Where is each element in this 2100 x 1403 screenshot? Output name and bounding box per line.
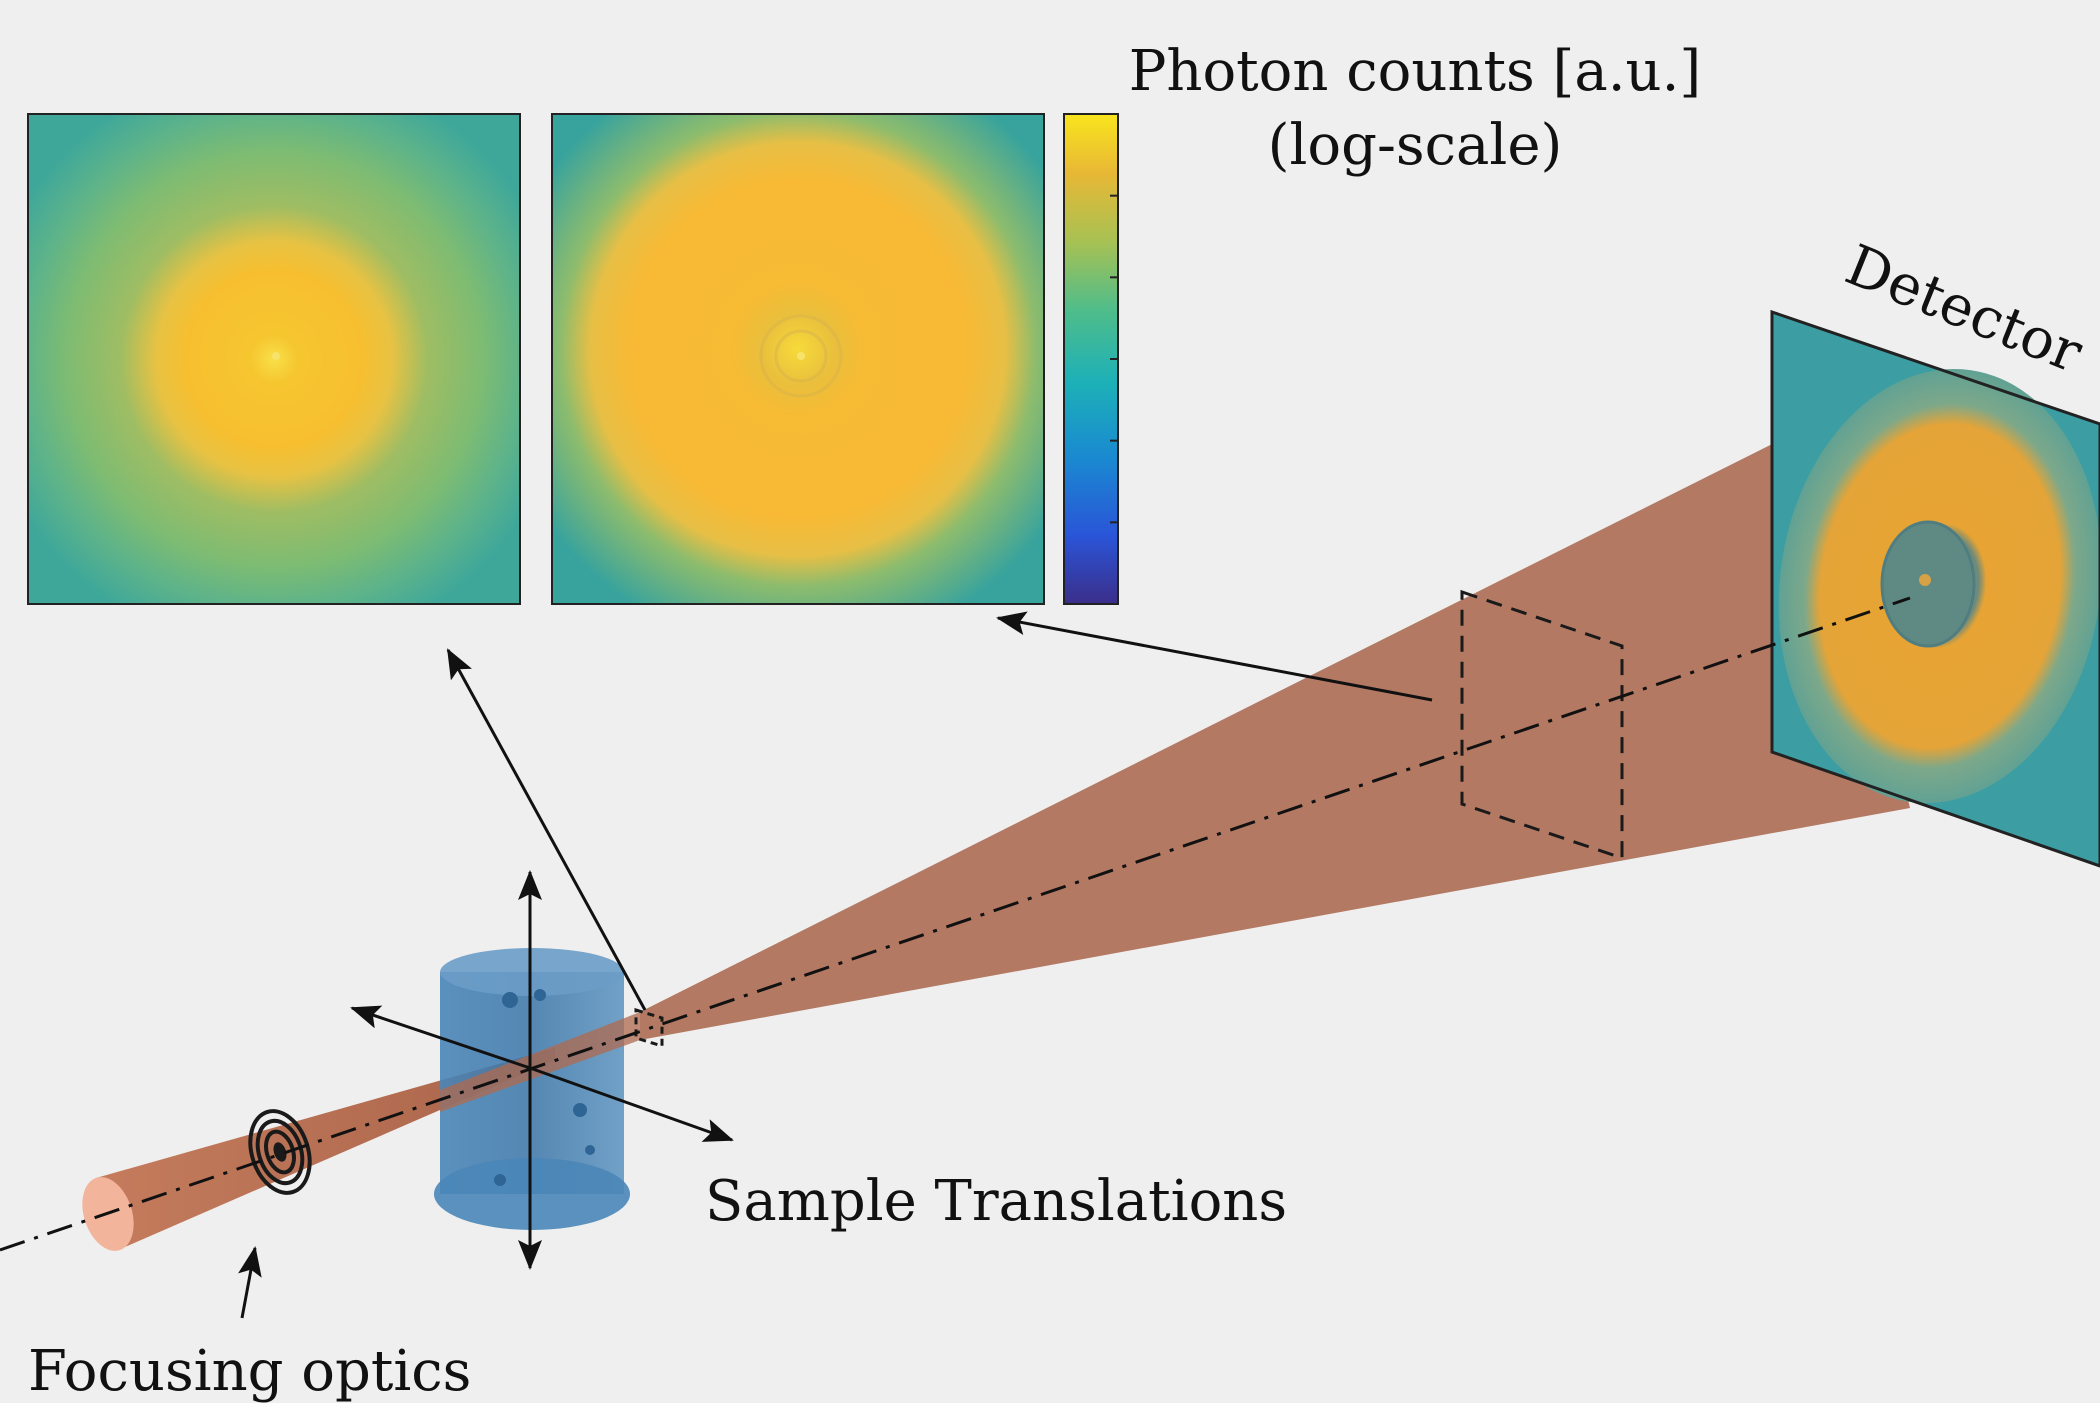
sample-translations-label: Sample Translations	[705, 1169, 1287, 1234]
hologram-image-1	[27, 113, 521, 605]
sample-translation-axes	[350, 870, 734, 1270]
focusing-optics-label: Focusing optics	[28, 1339, 471, 1403]
colorbar	[1063, 113, 1119, 605]
optical-axis	[0, 596, 1911, 1252]
sample-exit-plane	[634, 1007, 664, 1049]
arrow-to-hologram-1	[446, 648, 647, 1011]
focused-beam-through-sample	[440, 1012, 640, 1112]
colorbar-title-line2: (log-scale)	[1268, 113, 1563, 178]
colorbar-title-line1: Photon counts [a.u.]	[1129, 39, 1702, 104]
focusing-optics-zone-plate	[248, 1109, 312, 1195]
colorbar-ticks	[1110, 194, 1118, 524]
hologram-image-2	[551, 113, 1045, 605]
arrow-to-hologram-2	[996, 611, 1433, 702]
diverging-beam	[640, 420, 1910, 1040]
detector	[1770, 309, 2100, 868]
intermediate-plane	[1460, 589, 1624, 861]
arrow-to-focusing-optics	[238, 1246, 262, 1319]
